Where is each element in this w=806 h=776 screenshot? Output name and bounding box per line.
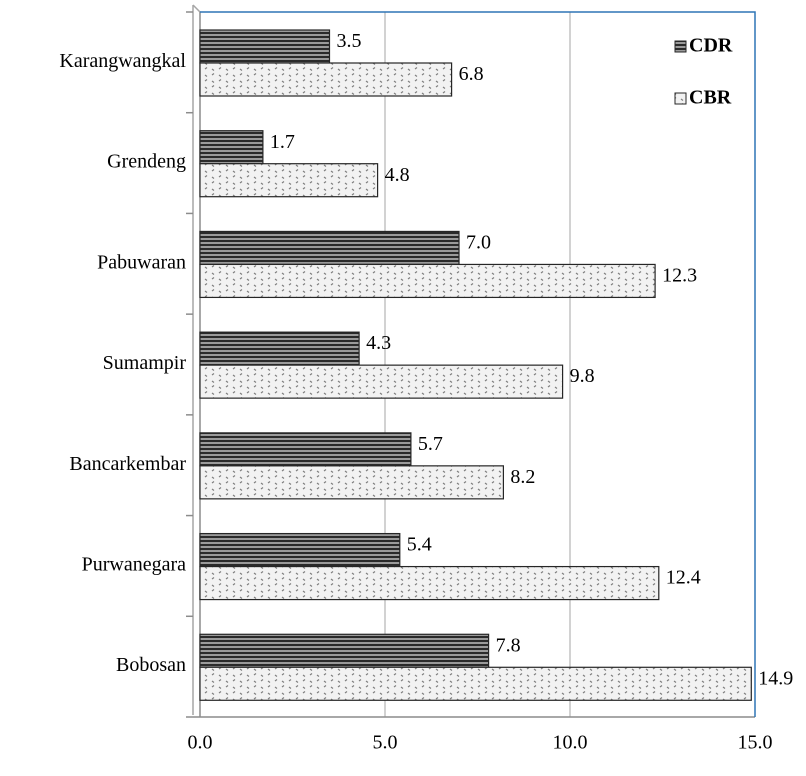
legend-text: CDR bbox=[689, 35, 733, 57]
value-label: 5.4 bbox=[407, 534, 432, 556]
bar bbox=[199, 263, 656, 299]
bar bbox=[199, 130, 264, 165]
y-tick-label: Grendeng bbox=[107, 151, 186, 173]
value-label: 4.8 bbox=[385, 164, 410, 186]
bar bbox=[199, 465, 504, 500]
bar bbox=[199, 163, 379, 198]
value-label: 14.9 bbox=[758, 667, 793, 689]
x-tick-label: 0.0 bbox=[188, 732, 213, 754]
legend-text: CBR bbox=[689, 87, 732, 109]
bar bbox=[199, 532, 401, 568]
y-tick-label: Bobosan bbox=[116, 654, 186, 676]
value-label: 3.5 bbox=[337, 30, 362, 52]
value-label: 12.4 bbox=[666, 567, 701, 589]
bar bbox=[199, 432, 412, 467]
x-tick-label: 5.0 bbox=[373, 732, 398, 754]
y-tick-label: Sumampir bbox=[103, 352, 187, 374]
x-tick-label: 10.0 bbox=[553, 732, 588, 754]
bar bbox=[199, 331, 360, 366]
bar bbox=[199, 565, 660, 601]
y-tick-label: Bancarkembar bbox=[69, 453, 186, 475]
value-label: 4.3 bbox=[366, 332, 391, 354]
x-tick-label: 15.0 bbox=[738, 732, 773, 754]
value-label: 7.8 bbox=[496, 634, 521, 656]
legend-swatch bbox=[674, 92, 687, 105]
bar bbox=[199, 29, 331, 64]
y-tick-label: Purwanegara bbox=[82, 554, 187, 576]
legend-swatch bbox=[674, 40, 687, 53]
plot-border bbox=[200, 11, 756, 717]
axis-join bbox=[192, 4, 201, 13]
value-label: 1.7 bbox=[270, 131, 295, 153]
value-label: 8.2 bbox=[510, 466, 535, 488]
bar bbox=[199, 62, 453, 97]
value-label: 5.7 bbox=[418, 433, 443, 455]
value-label: 12.3 bbox=[662, 265, 697, 287]
value-label: 9.8 bbox=[570, 365, 595, 387]
y-tick-label: Pabuwaran bbox=[97, 251, 186, 273]
value-label: 7.0 bbox=[466, 232, 491, 254]
bar bbox=[199, 364, 564, 399]
bar bbox=[199, 230, 460, 266]
bar bbox=[199, 633, 490, 668]
value-label: 6.8 bbox=[459, 63, 484, 85]
y-tick-label: Karangwangkal bbox=[59, 50, 186, 72]
bar bbox=[199, 666, 752, 701]
